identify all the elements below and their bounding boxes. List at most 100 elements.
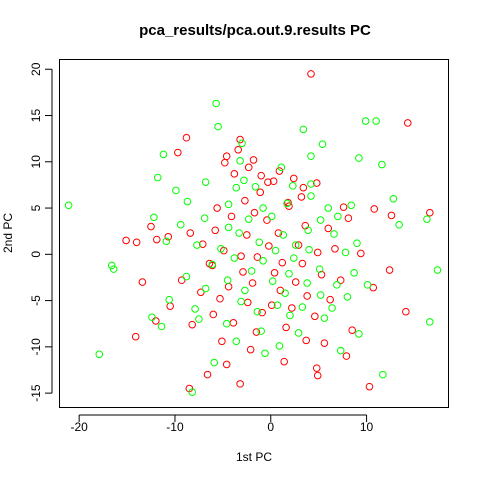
data-point-series-1: [258, 308, 266, 317]
data-point-series-2: [162, 237, 171, 246]
data-point-series-1: [387, 211, 396, 220]
data-point-series-1: [274, 229, 283, 237]
data-point-series-1: [246, 345, 255, 354]
y-axis: -15 -10 -5 0 5 10 15 20: [29, 62, 53, 402]
data-point-series-1: [357, 249, 365, 258]
data-point-series-1: [284, 198, 292, 207]
data-point-series-2: [289, 182, 297, 190]
data-point-series-1: [370, 205, 379, 213]
data-point-series-1: [253, 253, 262, 261]
data-point-series-1: [313, 248, 322, 257]
data-point-series-1: [188, 320, 197, 329]
data-point-series-1: [311, 312, 319, 321]
x-tick-label: -20: [70, 420, 88, 434]
data-point-series-1: [230, 170, 239, 178]
data-point-series-2: [378, 160, 386, 169]
data-point-series-2: [188, 388, 197, 396]
data-point-series-2: [343, 293, 352, 301]
data-point-series-1: [291, 278, 300, 286]
data-point-series-1: [303, 292, 311, 300]
data-point-series-2: [315, 265, 324, 273]
data-point-series-2: [299, 125, 308, 134]
data-point-series-2: [150, 213, 158, 222]
data-point-series-1: [122, 236, 130, 245]
data-point-series-2: [193, 241, 201, 249]
y-tick-label: 5: [29, 204, 43, 211]
data-point-series-2: [275, 342, 284, 350]
data-point-series-2: [222, 319, 231, 328]
data-point-series-1: [269, 177, 278, 186]
data-point-series-1: [365, 382, 374, 391]
data-point-series-1: [299, 183, 308, 192]
data-point-series-1: [312, 179, 321, 187]
data-point-series-2: [153, 173, 162, 182]
data-point-series-2: [324, 204, 333, 212]
data-point-series-2: [363, 281, 372, 289]
data-point-series-2: [307, 180, 315, 188]
data-point-series-1: [177, 276, 186, 285]
data-point-series-2: [176, 220, 185, 229]
data-point-series-2: [289, 254, 298, 262]
data-point-series-2: [241, 286, 249, 295]
data-point-series-1: [265, 242, 273, 250]
y-tick-label: 10: [29, 155, 43, 169]
data-point-series-1: [385, 266, 394, 274]
data-point-series-2: [232, 183, 241, 192]
data-point-series-2: [95, 350, 104, 359]
data-point-series-1: [138, 278, 147, 286]
data-point-series-2: [281, 289, 289, 297]
data-point-series-2: [277, 163, 286, 172]
data-point-series-2: [304, 226, 312, 235]
data-point-series-1: [152, 235, 161, 244]
data-point-series-2: [201, 178, 210, 186]
data-point-series-2: [224, 200, 233, 209]
data-point-series-1: [348, 326, 356, 334]
data-point-series-2: [389, 195, 398, 203]
data-point-series-1: [131, 332, 140, 341]
data-points: [64, 70, 442, 396]
data-point-series-2: [244, 215, 253, 223]
data-point-series-2: [347, 201, 356, 210]
data-point-series-1: [324, 224, 333, 233]
data-point-series-1: [257, 171, 265, 180]
data-point-series-2: [316, 216, 325, 224]
x-axis: -20 -10 0 10: [70, 414, 374, 434]
data-point-series-2: [307, 192, 315, 200]
data-point-series-1: [236, 135, 244, 144]
data-point-series-1: [344, 214, 353, 223]
data-point-series-2: [291, 241, 300, 249]
data-point-series-1: [216, 294, 224, 303]
data-point-series-2: [253, 307, 262, 316]
data-point-series-2: [341, 248, 350, 257]
data-point-series-2: [191, 305, 199, 313]
data-point-series-2: [316, 291, 325, 299]
data-point-series-2: [251, 182, 260, 191]
data-point-series-2: [214, 122, 222, 131]
data-point-series-2: [240, 176, 248, 185]
data-point-series-1: [186, 229, 195, 237]
x-axis-label: 1st PC: [236, 450, 272, 464]
data-point-series-2: [238, 139, 246, 148]
data-point-series-2: [283, 199, 291, 208]
data-point-series-2: [298, 303, 307, 311]
data-point-series-2: [223, 276, 232, 285]
data-point-series-2: [307, 152, 315, 161]
data-point-series-2: [333, 281, 341, 289]
data-point-series-1: [132, 238, 141, 247]
data-point-series-1: [209, 310, 218, 319]
data-point-series-2: [294, 329, 303, 337]
data-point-series-2: [217, 244, 225, 253]
data-point-series-1: [263, 216, 271, 224]
data-point-series-2: [372, 117, 380, 125]
data-point-series-2: [334, 212, 342, 221]
data-point-series-2: [109, 265, 118, 273]
data-point-series-1: [256, 188, 265, 197]
data-point-series-1: [198, 240, 207, 248]
data-point-series-2: [267, 212, 276, 221]
data-point-series-1: [174, 148, 182, 157]
data-point-series-1: [331, 244, 339, 253]
data-point-series-1: [241, 196, 249, 205]
data-point-series-1: [227, 212, 236, 221]
